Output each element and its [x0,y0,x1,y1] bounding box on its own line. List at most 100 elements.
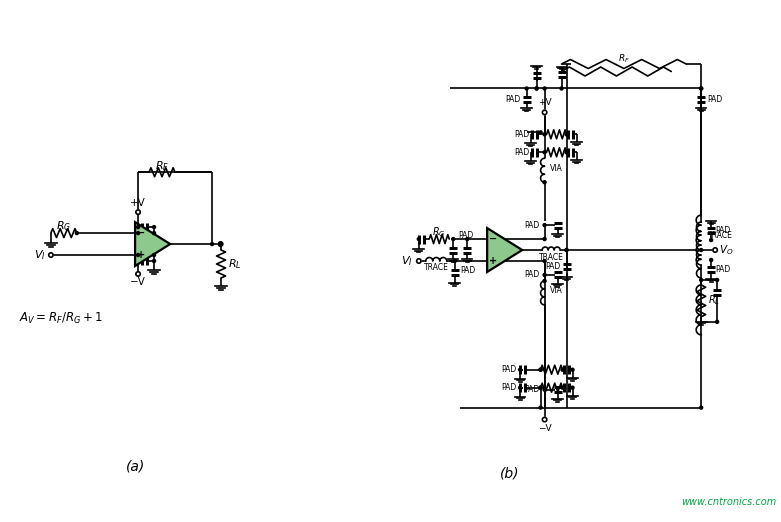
Text: PAD: PAD [458,231,473,240]
Circle shape [543,133,546,136]
Circle shape [136,210,141,215]
Circle shape [542,110,547,115]
Text: $R_L$: $R_L$ [228,257,241,271]
Circle shape [543,388,546,391]
Circle shape [543,274,546,277]
Text: PAD: PAD [461,266,476,276]
Circle shape [715,278,719,281]
Circle shape [525,87,528,90]
Text: $V_I$: $V_I$ [34,248,45,262]
Text: −V: −V [538,424,551,433]
Text: PAD: PAD [501,383,516,392]
Circle shape [542,418,547,422]
Text: −: − [137,228,144,238]
Circle shape [219,242,223,246]
Circle shape [152,232,155,234]
Circle shape [48,253,53,257]
Circle shape [571,386,574,389]
Circle shape [700,87,703,90]
Text: −: − [489,234,497,244]
Circle shape [219,243,223,245]
Circle shape [539,368,542,371]
Text: PAD: PAD [505,95,521,104]
Circle shape [565,151,568,154]
Circle shape [565,133,568,136]
Circle shape [137,254,140,256]
Text: $R_G$: $R_G$ [56,220,72,233]
Circle shape [539,386,542,389]
Circle shape [453,259,456,263]
Circle shape [152,226,155,229]
Polygon shape [135,222,170,266]
Circle shape [417,238,420,241]
Text: PAD: PAD [524,270,540,279]
Text: −V: −V [130,277,146,287]
Circle shape [465,238,469,241]
Text: (a): (a) [126,459,145,473]
Circle shape [710,239,712,242]
Text: $R_F$: $R_F$ [155,159,169,173]
Circle shape [543,223,546,227]
Circle shape [543,151,546,154]
Circle shape [152,259,155,263]
Circle shape [543,181,546,184]
Circle shape [560,87,563,90]
Circle shape [710,258,712,262]
Circle shape [539,406,542,409]
Text: $R_F$: $R_F$ [618,53,630,65]
Text: PAD: PAD [715,266,730,275]
Circle shape [535,87,538,90]
Circle shape [561,386,564,389]
Text: PAD: PAD [707,95,722,104]
Text: +V: +V [538,98,551,107]
Text: PAD: PAD [515,130,530,139]
Circle shape [136,272,141,276]
Circle shape [539,131,542,134]
Text: PAD: PAD [715,226,730,234]
Text: PAD: PAD [515,148,530,157]
Circle shape [700,406,703,409]
Circle shape [565,248,568,252]
Text: PAD: PAD [524,221,540,230]
Circle shape [519,368,522,371]
Text: PAD: PAD [545,263,561,271]
Circle shape [543,87,546,90]
Text: PAD: PAD [524,385,540,394]
Circle shape [543,238,546,241]
Circle shape [700,278,703,281]
Text: +: + [137,250,144,260]
Text: +: + [489,256,497,266]
Text: TRACE: TRACE [424,264,449,272]
Text: $V_I$: $V_I$ [401,254,413,268]
Text: TRACE: TRACE [708,231,733,240]
Text: VIA: VIA [550,287,562,295]
Circle shape [416,259,421,263]
Text: $R_G$: $R_G$ [433,225,446,239]
Circle shape [535,87,538,90]
Circle shape [571,368,574,371]
Text: PAD: PAD [501,365,516,374]
Text: $A_V = R_F/R_G + 1$: $A_V = R_F/R_G + 1$ [19,311,103,326]
Circle shape [543,259,546,263]
Circle shape [539,368,542,371]
Circle shape [152,254,155,256]
Text: +V: +V [130,198,146,208]
Circle shape [137,232,140,234]
Circle shape [211,243,213,245]
Circle shape [565,248,568,252]
Circle shape [137,226,140,229]
Text: TRACE: TRACE [539,253,564,262]
Circle shape [715,321,719,323]
Circle shape [451,238,455,241]
Circle shape [700,87,703,90]
Circle shape [519,386,522,389]
Polygon shape [487,228,522,272]
Text: $V_O$: $V_O$ [719,243,733,257]
Circle shape [561,368,564,371]
Text: www.cntronics.com: www.cntronics.com [681,497,776,507]
Circle shape [700,248,703,252]
Circle shape [713,248,717,252]
Circle shape [543,279,546,282]
Circle shape [539,386,542,389]
Circle shape [75,232,78,234]
